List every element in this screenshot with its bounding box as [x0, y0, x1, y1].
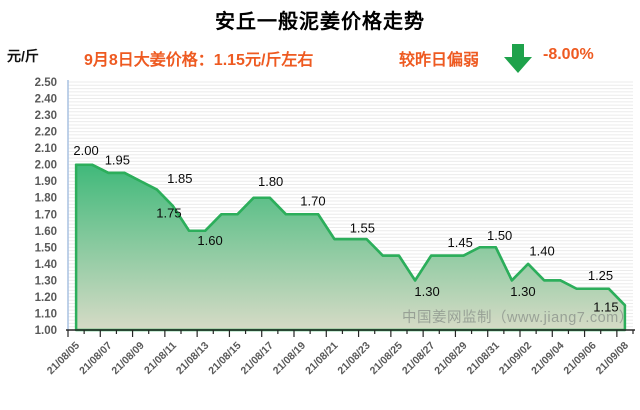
svg-text:21/08/09: 21/08/09 — [109, 340, 146, 377]
svg-text:21/09/08: 21/09/08 — [594, 340, 631, 377]
svg-text:2.10: 2.10 — [35, 143, 57, 155]
svg-text:1.80: 1.80 — [258, 174, 283, 189]
svg-text:1.00: 1.00 — [35, 325, 57, 337]
svg-text:1.95: 1.95 — [105, 152, 130, 167]
svg-text:1.90: 1.90 — [35, 176, 57, 188]
svg-text:1.25: 1.25 — [588, 268, 613, 283]
svg-text:2.00: 2.00 — [73, 143, 98, 158]
svg-text:1.80: 1.80 — [35, 193, 57, 205]
svg-text:21/08/29: 21/08/29 — [432, 340, 469, 377]
svg-text:1.50: 1.50 — [487, 228, 512, 243]
svg-text:21/08/05: 21/08/05 — [45, 340, 82, 377]
svg-text:1.40: 1.40 — [529, 243, 554, 258]
trend-direction-text: 较昨日偏弱 — [399, 52, 480, 69]
trend-percent: -8.00% — [543, 46, 594, 63]
svg-text:21/09/02: 21/09/02 — [497, 340, 534, 377]
svg-text:21/08/11: 21/08/11 — [142, 340, 179, 377]
svg-text:21/08/19: 21/08/19 — [271, 340, 308, 377]
svg-text:1.60: 1.60 — [35, 226, 57, 238]
down-arrow-icon — [504, 43, 532, 75]
svg-text:2.00: 2.00 — [35, 160, 57, 172]
svg-text:21/08/13: 21/08/13 — [174, 340, 211, 377]
svg-text:21/08/15: 21/08/15 — [206, 340, 243, 377]
y-axis-unit-label: 元/斤 — [7, 48, 39, 64]
svg-text:21/09/04: 21/09/04 — [529, 340, 566, 377]
svg-text:1.10: 1.10 — [35, 308, 57, 320]
svg-text:1.30: 1.30 — [414, 284, 439, 299]
svg-text:1.20: 1.20 — [35, 292, 57, 304]
svg-text:1.70: 1.70 — [35, 209, 57, 221]
svg-text:2.30: 2.30 — [35, 110, 57, 122]
svg-text:21/08/17: 21/08/17 — [239, 340, 276, 377]
price-subtitle: 9月8日大姜价格：1.15元/斤左右 — [84, 52, 314, 69]
svg-text:1.30: 1.30 — [510, 284, 535, 299]
svg-text:21/08/07: 21/08/07 — [77, 340, 114, 377]
watermark: 中国姜网监制（www.jiang7.com） — [402, 310, 634, 326]
svg-text:1.70: 1.70 — [300, 194, 325, 209]
svg-text:1.50: 1.50 — [35, 242, 57, 254]
svg-text:21/08/31: 21/08/31 — [465, 340, 502, 377]
svg-text:1.60: 1.60 — [197, 233, 222, 248]
svg-text:2.20: 2.20 — [35, 127, 57, 139]
svg-text:2.50: 2.50 — [35, 77, 57, 89]
svg-text:1.75: 1.75 — [156, 205, 181, 220]
svg-text:21/08/23: 21/08/23 — [335, 340, 372, 377]
svg-text:1.15: 1.15 — [593, 300, 618, 315]
svg-text:21/09/06: 21/09/06 — [561, 340, 598, 377]
svg-text:21/08/27: 21/08/27 — [400, 340, 437, 377]
svg-text:21/08/25: 21/08/25 — [368, 340, 405, 377]
svg-text:1.55: 1.55 — [350, 221, 375, 236]
svg-text:1.85: 1.85 — [167, 171, 192, 186]
svg-text:21/08/21: 21/08/21 — [303, 340, 340, 377]
svg-text:1.45: 1.45 — [448, 235, 473, 250]
page-title: 安丘一般泥姜价格走势 — [215, 11, 425, 33]
svg-text:1.40: 1.40 — [35, 259, 57, 271]
svg-text:2.40: 2.40 — [35, 94, 57, 106]
svg-text:1.30: 1.30 — [35, 275, 57, 287]
